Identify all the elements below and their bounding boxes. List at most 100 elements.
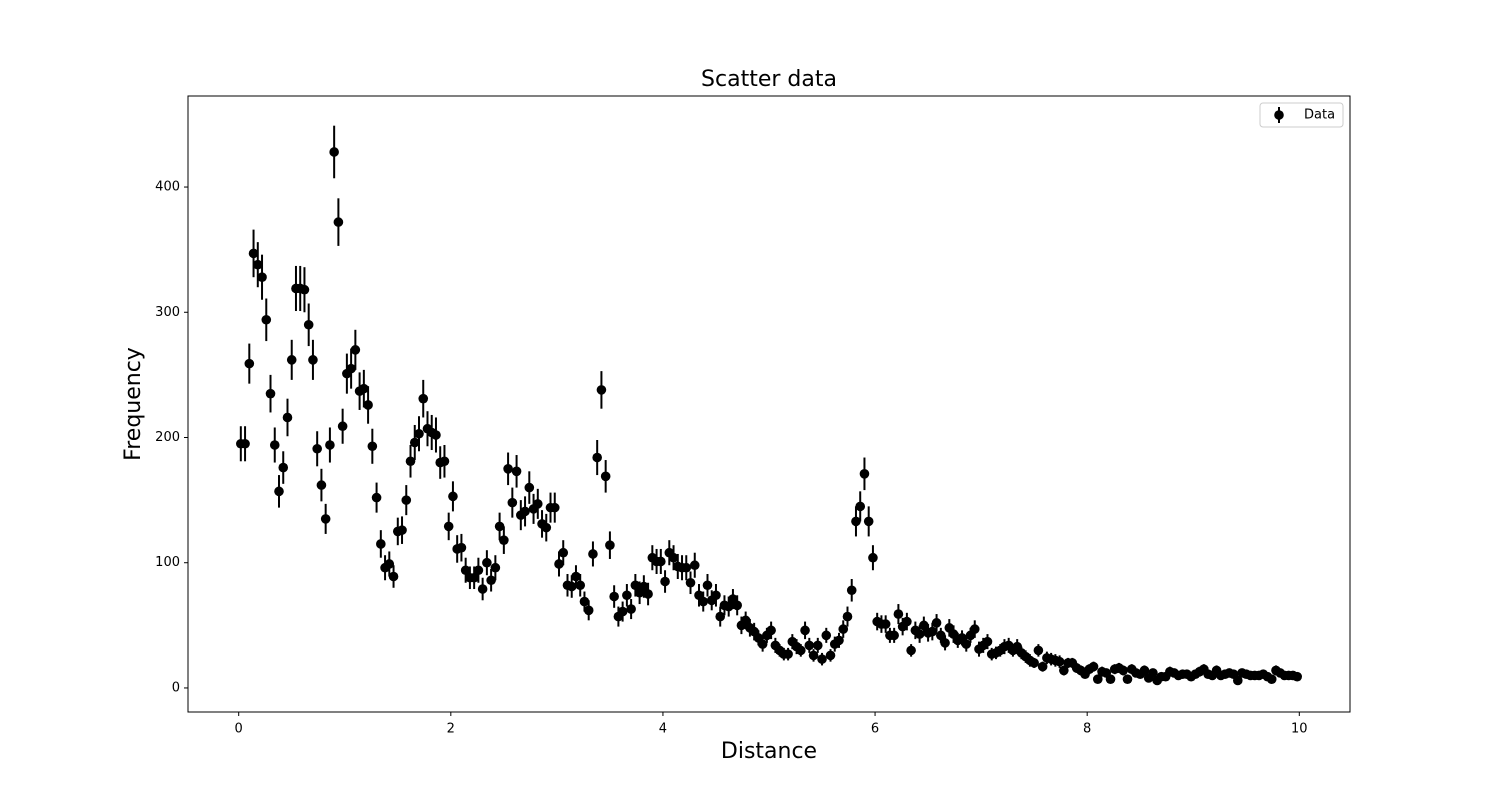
data-point	[376, 539, 386, 549]
data-point	[333, 217, 344, 227]
legend: Data	[1259, 102, 1344, 128]
data-point	[583, 605, 594, 616]
data-point	[685, 577, 696, 588]
data-point	[252, 259, 263, 270]
data-point	[274, 486, 284, 497]
data-point	[804, 640, 815, 651]
data-point	[286, 355, 297, 365]
data-point	[240, 438, 250, 449]
data-point	[397, 525, 407, 535]
data-point	[549, 502, 560, 513]
y-tick-label: 200	[155, 430, 180, 445]
data-point	[448, 491, 458, 502]
data-point	[969, 624, 980, 634]
data-point	[486, 575, 496, 586]
data-point	[532, 499, 543, 509]
data-point	[698, 596, 709, 607]
data-point	[511, 466, 522, 477]
data-point	[244, 358, 255, 369]
data-point	[723, 601, 734, 612]
data-point	[893, 609, 904, 619]
data-point	[439, 456, 450, 467]
data-point	[278, 462, 289, 473]
data-point	[961, 639, 972, 649]
data-point	[812, 640, 823, 651]
data-point	[558, 547, 569, 558]
x-axis-label: Distance	[721, 739, 817, 764]
data-point	[541, 522, 552, 533]
data-point	[1054, 656, 1065, 667]
legend-marker	[1274, 110, 1284, 120]
data-point	[626, 604, 636, 614]
data-point	[808, 650, 819, 661]
data-point	[303, 319, 314, 330]
data-point	[384, 559, 395, 569]
data-point	[520, 506, 530, 517]
data-point	[639, 581, 649, 592]
data-point	[689, 560, 700, 571]
data-point	[575, 580, 586, 591]
data-point	[783, 649, 793, 659]
x-tick-label: 8	[1083, 722, 1091, 737]
data-point	[248, 248, 259, 259]
data-point	[838, 624, 849, 634]
data-point	[359, 383, 369, 394]
data-point	[605, 540, 615, 550]
data-point	[889, 630, 899, 641]
data-point	[1118, 665, 1129, 676]
data-point	[261, 314, 272, 325]
data-point	[571, 571, 581, 582]
data-point	[524, 482, 535, 493]
data-point	[880, 619, 891, 629]
data-point	[982, 636, 993, 647]
data-point	[1232, 675, 1243, 686]
data-point	[592, 452, 602, 463]
data-point	[414, 428, 424, 439]
y-tick-label: 100	[155, 555, 180, 570]
data-point	[902, 616, 912, 627]
data-point	[859, 469, 870, 479]
data-point	[855, 501, 866, 512]
data-point	[401, 495, 412, 505]
data-point	[817, 654, 827, 664]
data-point	[418, 393, 429, 404]
data-point	[282, 412, 293, 423]
data-point	[643, 589, 653, 599]
data-point	[494, 521, 505, 532]
legend-box	[1259, 102, 1344, 128]
data-point	[1148, 668, 1158, 678]
data-point	[796, 645, 806, 656]
data-point	[308, 355, 318, 365]
data-point	[477, 584, 488, 594]
data-point	[931, 618, 942, 628]
data-point	[1139, 665, 1150, 676]
data-point	[617, 606, 628, 617]
data-point	[851, 516, 861, 527]
data-point	[507, 497, 518, 508]
data-point	[919, 620, 929, 631]
data-point	[1292, 671, 1302, 682]
data-point	[660, 576, 670, 587]
data-point	[325, 440, 335, 450]
data-point	[460, 565, 471, 576]
data-point	[702, 580, 713, 591]
legend-label: Data	[1304, 108, 1335, 123]
data-point	[566, 581, 577, 592]
y-tick-label: 0	[172, 680, 180, 695]
data-point	[257, 272, 267, 283]
data-point	[499, 535, 509, 545]
data-point	[299, 284, 310, 295]
data-point	[1059, 665, 1069, 676]
data-point	[405, 456, 416, 467]
x-tick-label: 0	[235, 722, 243, 737]
data-point	[681, 562, 692, 573]
data-point	[456, 542, 467, 553]
data-point	[265, 388, 276, 399]
data-point	[269, 440, 280, 450]
data-point	[842, 611, 853, 622]
data-point	[766, 625, 776, 636]
chart-title: Scatter data	[701, 67, 837, 92]
data-point	[863, 516, 874, 527]
data-point	[371, 492, 382, 503]
